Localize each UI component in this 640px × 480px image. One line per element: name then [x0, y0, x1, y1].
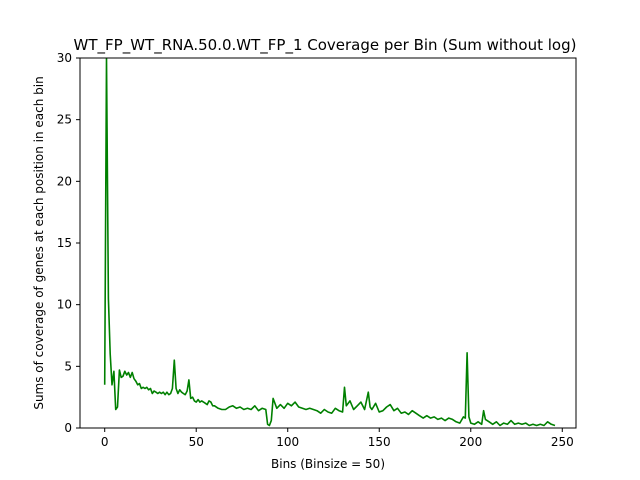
x-axis-label: Bins (Binsize = 50) — [271, 457, 385, 471]
y-axis-label: Sums of coverage of genes at each positi… — [32, 76, 46, 409]
x-tick-label: 150 — [368, 435, 391, 449]
x-tick-label: 0 — [101, 435, 109, 449]
chart-title: WT_FP_WT_RNA.50.0.WT_FP_1 Coverage per B… — [74, 36, 577, 55]
y-tick-label: 15 — [57, 236, 72, 250]
x-tick-label: 100 — [276, 435, 299, 449]
y-tick-label: 0 — [64, 421, 72, 435]
y-tick-label: 10 — [57, 298, 72, 312]
x-tick-label: 50 — [189, 435, 204, 449]
x-tick-label: 200 — [459, 435, 482, 449]
coverage-series-line — [103, 58, 556, 427]
y-tick-label: 20 — [57, 174, 72, 188]
y-tick-label: 25 — [57, 113, 72, 127]
plot-frame — [79, 57, 577, 429]
y-tick-label: 5 — [64, 359, 72, 373]
plot-area — [79, 57, 577, 429]
x-tick-label: 250 — [551, 435, 574, 449]
y-tick-label: 30 — [57, 51, 72, 65]
line-layer — [103, 58, 556, 427]
y-axis: 0 5 10 15 20 25 30 — [57, 51, 80, 435]
x-axis: 0 50 100 150 200 250 — [101, 428, 574, 449]
